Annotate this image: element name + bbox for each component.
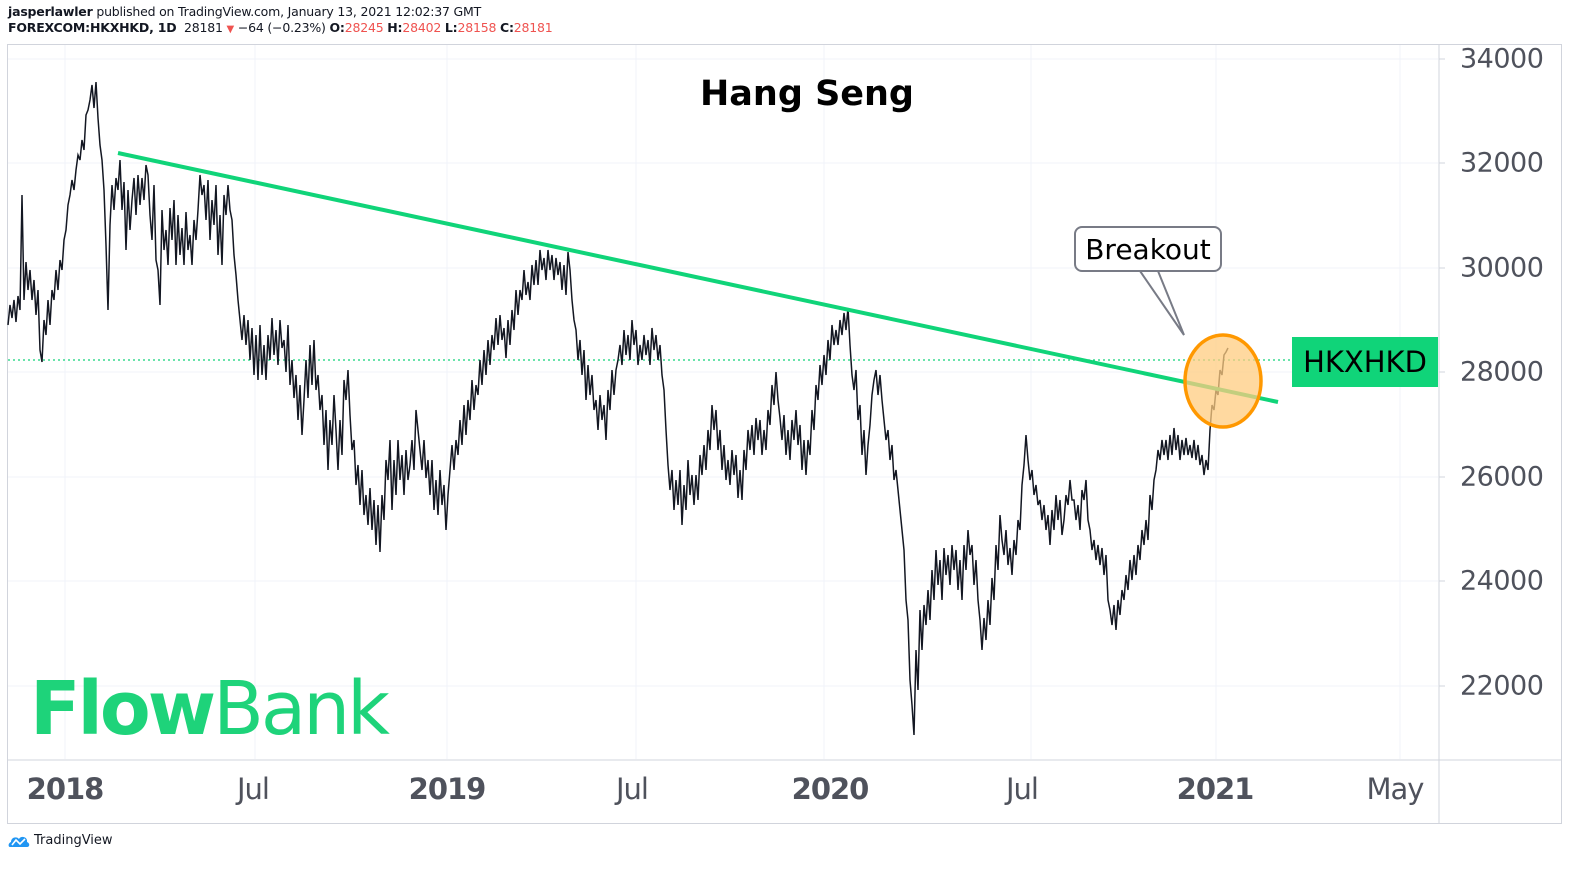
flowbank-logo: FlowBank (30, 672, 390, 746)
callout-pointer (1138, 270, 1185, 336)
close-value: 28181 (513, 20, 553, 35)
open-label: O: (329, 20, 345, 35)
x-tick-may-2021: May (1366, 772, 1425, 806)
tradingview-cloud-icon (8, 836, 30, 847)
y-tick-28000: 28000 (1460, 356, 1544, 388)
last-price: 28181 (184, 20, 223, 35)
ohlc-line: FOREXCOM:HKXHKD, 1D 28181 ▼ −64 (−0.23%)… (8, 20, 553, 38)
logo-flow: Flow (30, 666, 216, 752)
down-arrow-icon: ▼ (226, 24, 235, 35)
y-tick-30000: 30000 (1460, 252, 1544, 284)
logo-bank: Bank (213, 666, 390, 752)
x-tick-jul-2019: Jul (616, 772, 649, 806)
ohlc-bars (7, 81, 1229, 736)
resistance-trendline[interactable] (117, 151, 1279, 404)
y-tick-32000: 32000 (1460, 147, 1544, 179)
x-tick-jul-2018: Jul (237, 772, 270, 806)
high-label: H: (387, 20, 403, 35)
low-label: L: (444, 20, 458, 35)
x-tick-2020: 2020 (791, 772, 870, 806)
low-value: 28158 (457, 20, 497, 35)
symbol-tag: HKXHKD (1292, 337, 1438, 387)
chart-header: jasperlawler published on TradingView.co… (8, 4, 553, 38)
x-tick-2018: 2018 (26, 772, 105, 806)
author-name[interactable]: jasperlawler (8, 4, 93, 19)
y-tick-26000: 26000 (1460, 461, 1544, 493)
symbol-label: FOREXCOM:HKXHKD, 1D (8, 20, 177, 35)
x-tick-2021: 2021 (1176, 772, 1255, 806)
breakout-circle[interactable] (1183, 333, 1263, 429)
high-value: 28402 (402, 20, 442, 35)
breakout-callout[interactable]: Breakout (1074, 226, 1222, 272)
chart-frame (7, 44, 1562, 824)
publish-line: jasperlawler published on TradingView.co… (8, 4, 553, 20)
y-tick-34000: 34000 (1460, 43, 1544, 75)
y-tick-24000: 24000 (1460, 565, 1544, 597)
chart-title: Hang Seng (700, 74, 914, 114)
tradingview-footer[interactable]: TradingView (8, 833, 113, 848)
published-text: published on TradingView.com, January 13… (96, 4, 482, 19)
change-value: −64 (−0.23%) (237, 20, 326, 35)
x-tick-2019: 2019 (408, 772, 487, 806)
x-tick-jul-2020: Jul (1006, 772, 1039, 806)
close-label: C: (500, 20, 514, 35)
horizontal-gridlines (8, 58, 1438, 687)
tradingview-brand: TradingView (34, 833, 113, 848)
y-tick-22000: 22000 (1460, 670, 1544, 702)
open-value: 28245 (344, 20, 384, 35)
price-axis-ticks (1439, 58, 1445, 687)
